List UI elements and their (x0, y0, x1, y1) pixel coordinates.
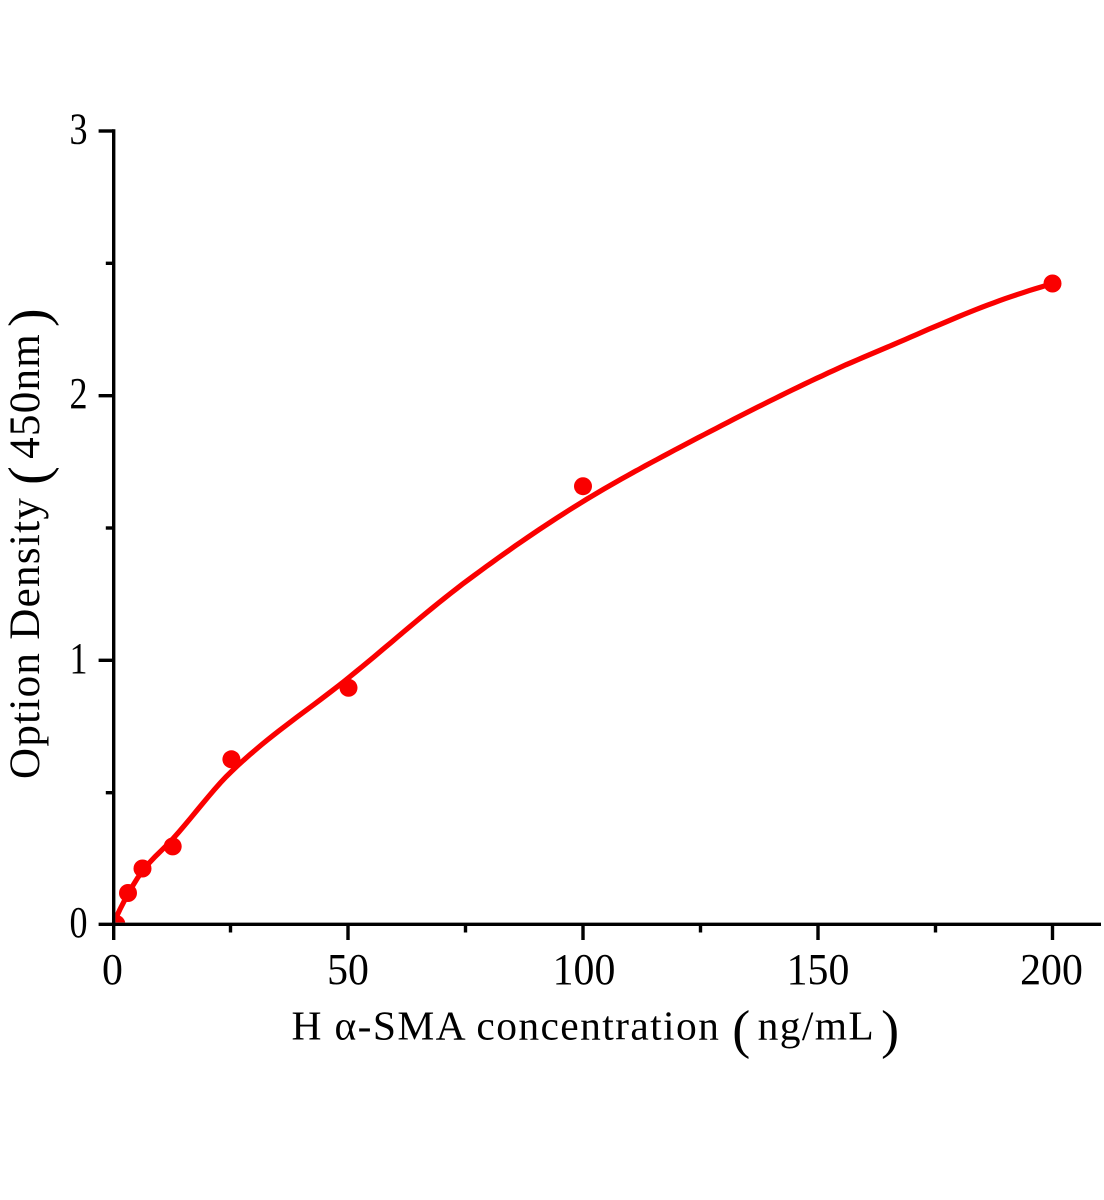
svg-text:100: 100 (553, 946, 616, 994)
svg-text:150: 150 (787, 946, 850, 994)
svg-text:50: 50 (327, 946, 369, 994)
svg-text:H α-SMA concentration(ng/mL): H α-SMA concentration(ng/mL) (291, 999, 900, 1059)
svg-text:200: 200 (1020, 946, 1083, 994)
svg-text:3: 3 (69, 104, 87, 153)
svg-text:2: 2 (69, 369, 87, 418)
svg-text:1: 1 (69, 633, 87, 682)
svg-text:0: 0 (102, 946, 123, 994)
svg-text:0: 0 (69, 898, 87, 947)
svg-text:Option Density(450nm): Option Density(450nm) (0, 307, 60, 779)
